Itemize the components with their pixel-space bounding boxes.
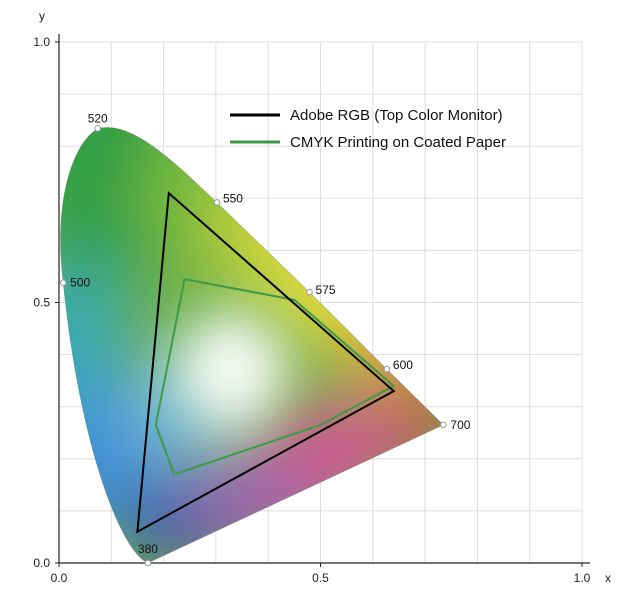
x-axis-label: x (605, 571, 611, 585)
wavelength-label-700: 700 (450, 418, 470, 432)
wavelength-marker-380 (144, 559, 152, 567)
wavelength-marker-520 (94, 125, 102, 132)
x-tick-label: 0.5 (312, 571, 329, 585)
legend-label-cmyk: CMYK Printing on Coated Paper (290, 134, 506, 151)
wavelength-label-550: 550 (223, 191, 243, 205)
wavelength-marker-550 (213, 199, 221, 206)
adobe-rgb-gamut-polygon (136, 191, 396, 534)
spectral-locus-outline (60, 127, 444, 564)
wavelength-marker-500 (59, 279, 67, 287)
legend-label-adobe: Adobe RGB (Top Color Monitor) (290, 107, 503, 124)
y-axis-label: y (39, 9, 45, 23)
watermark: Sanna (514, 549, 560, 566)
wavelength-label-380: 380 (138, 542, 158, 556)
wavelength-label-520: 520 (88, 111, 108, 125)
legend: Adobe RGB (Top Color Monitor) CMYK Print… (230, 107, 506, 151)
wavelength-label-575: 575 (316, 283, 336, 297)
wavelength-marker-575 (306, 288, 313, 296)
wavelength-label-500: 500 (70, 276, 90, 290)
cmyk-gamut-polygon (154, 277, 396, 476)
y-tick-label: 0.5 (33, 296, 50, 310)
y-tick-label: 1.0 (33, 35, 50, 49)
wavelength-marker-700 (440, 421, 447, 429)
y-tick-label: 0.0 (33, 556, 50, 570)
x-tick-label: 1.0 (574, 571, 591, 585)
wavelength-marker-600 (383, 365, 391, 373)
x-tick-label: 0.0 (51, 571, 68, 585)
wavelength-label-600: 600 (393, 358, 413, 372)
wavelength-markers: 380 500 520 550 575 600 700 (59, 111, 471, 567)
